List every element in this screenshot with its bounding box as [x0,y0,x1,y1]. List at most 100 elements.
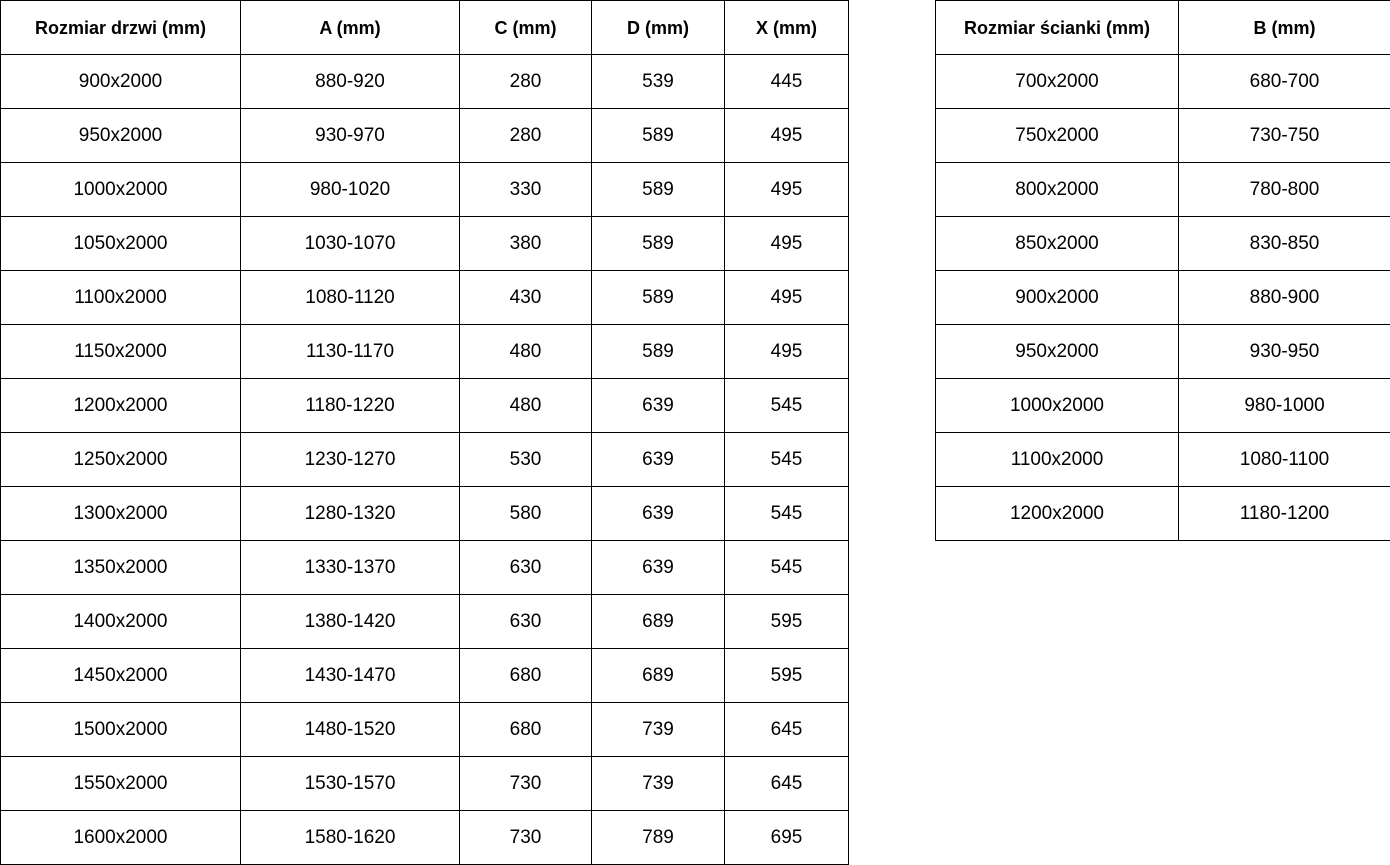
table-cell: 480 [459,324,592,379]
table-row: 1000x2000 980-1020 330 589 495 [0,162,849,217]
table-cell: 680-700 [1178,54,1390,109]
table-cell: 930-950 [1178,324,1390,379]
wall-table-header-row: Rozmiar ścianki (mm) B (mm) [935,0,1390,55]
table-cell: 639 [591,540,725,595]
table-cell: 639 [591,486,725,541]
table-cell: 739 [591,756,725,811]
table-cell: 1550x2000 [0,756,241,811]
table-cell: 1200x2000 [0,378,241,433]
table-cell: 495 [724,324,849,379]
table-cell: 1180-1220 [240,378,460,433]
table-cell: 545 [724,486,849,541]
header-cell: B (mm) [1178,0,1390,55]
table-cell: 280 [459,108,592,163]
table-cell: 830-850 [1178,216,1390,271]
table-cell: 545 [724,540,849,595]
table-cell: 639 [591,432,725,487]
table-cell: 539 [591,54,725,109]
table-cell: 1530-1570 [240,756,460,811]
table-cell: 630 [459,540,592,595]
table-cell: 1430-1470 [240,648,460,703]
header-cell: Rozmiar ścianki (mm) [935,0,1179,55]
table-cell: 445 [724,54,849,109]
table-cell: 1450x2000 [0,648,241,703]
door-table-header-row: Rozmiar drzwi (mm) A (mm) C (mm) D (mm) X (m… [0,0,849,55]
header-cell: D (mm) [591,0,725,55]
table-row: 950x2000 930-950 [935,324,1390,379]
table-cell: 645 [724,756,849,811]
table-cell: 730-750 [1178,108,1390,163]
table-cell: 900x2000 [935,270,1179,325]
table-cell: 1050x2000 [0,216,241,271]
table-row: 1150x2000 1130-1170 480 589 495 [0,324,849,379]
table-cell: 980-1020 [240,162,460,217]
table-cell: 1250x2000 [0,432,241,487]
table-row: 1350x2000 1330-1370 630 639 545 [0,540,849,595]
table-cell: 930-970 [240,108,460,163]
table-cell: 1000x2000 [935,378,1179,433]
table-cell: 880-920 [240,54,460,109]
table-cell: 589 [591,162,725,217]
table-cell: 1300x2000 [0,486,241,541]
table-row: 900x2000 880-920 280 539 445 [0,54,849,109]
table-cell: 1380-1420 [240,594,460,649]
table-cell: 1200x2000 [935,486,1179,541]
table-cell: 739 [591,702,725,757]
table-cell: 495 [724,270,849,325]
table-cell: 589 [591,216,725,271]
table-cell: 1230-1270 [240,432,460,487]
table-cell: 630 [459,594,592,649]
door-size-table: Rozmiar drzwi (mm) A (mm) C (mm) D (mm) X (m… [0,0,849,865]
table-row: 1600x2000 1580-1620 730 789 695 [0,810,849,865]
table-cell: 900x2000 [0,54,241,109]
table-cell: 1500x2000 [0,702,241,757]
table-cell: 589 [591,324,725,379]
table-cell: 1580-1620 [240,810,460,865]
table-cell: 595 [724,594,849,649]
table-cell: 480 [459,378,592,433]
table-cell: 545 [724,378,849,433]
table-cell: 1400x2000 [0,594,241,649]
table-cell: 800x2000 [935,162,1179,217]
table-cell: 530 [459,432,592,487]
table-cell: 1080-1120 [240,270,460,325]
table-cell: 1100x2000 [0,270,241,325]
table-row: 950x2000 930-970 280 589 495 [0,108,849,163]
table-cell: 280 [459,54,592,109]
table-cell: 880-900 [1178,270,1390,325]
table-cell: 1330-1370 [240,540,460,595]
table-cell: 645 [724,702,849,757]
table-cell: 950x2000 [0,108,241,163]
table-cell: 589 [591,108,725,163]
header-cell: A (mm) [240,0,460,55]
table-row: 900x2000 880-900 [935,270,1390,325]
table-cell: 495 [724,216,849,271]
table-cell: 380 [459,216,592,271]
table-cell: 1000x2000 [0,162,241,217]
table-row: 1450x2000 1430-1470 680 689 595 [0,648,849,703]
table-cell: 1480-1520 [240,702,460,757]
table-row: 1300x2000 1280-1320 580 639 545 [0,486,849,541]
table-cell: 789 [591,810,725,865]
table-cell: 850x2000 [935,216,1179,271]
table-row: 1550x2000 1530-1570 730 739 645 [0,756,849,811]
table-row: 1400x2000 1380-1420 630 689 595 [0,594,849,649]
table-row: 800x2000 780-800 [935,162,1390,217]
table-cell: 1150x2000 [0,324,241,379]
table-cell: 580 [459,486,592,541]
table-cell: 950x2000 [935,324,1179,379]
table-cell: 730 [459,756,592,811]
table-row: 850x2000 830-850 [935,216,1390,271]
table-cell: 545 [724,432,849,487]
header-cell: C (mm) [459,0,592,55]
table-row: 1100x2000 1080-1100 [935,432,1390,487]
table-cell: 1180-1200 [1178,486,1390,541]
table-cell: 1080-1100 [1178,432,1390,487]
header-cell: X (mm) [724,0,849,55]
table-cell: 700x2000 [935,54,1179,109]
table-cell: 980-1000 [1178,378,1390,433]
table-cell: 430 [459,270,592,325]
table-row: 700x2000 680-700 [935,54,1390,109]
table-cell: 1600x2000 [0,810,241,865]
